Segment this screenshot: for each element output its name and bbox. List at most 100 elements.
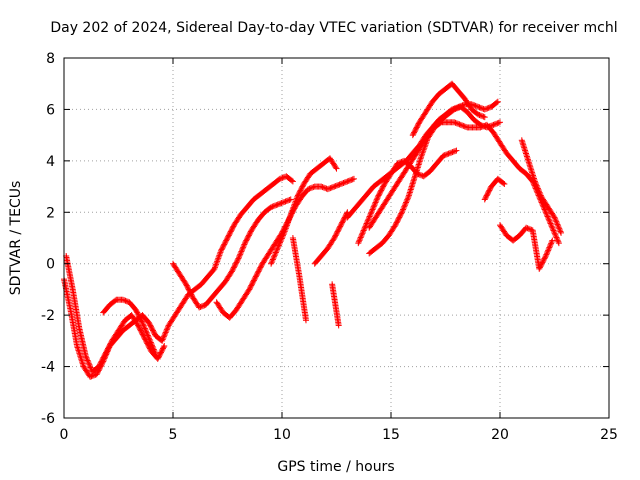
data-point bbox=[225, 232, 232, 239]
data-point bbox=[547, 241, 554, 248]
data-point bbox=[141, 325, 148, 332]
data-point bbox=[358, 231, 365, 238]
data-point bbox=[558, 229, 565, 236]
data-point bbox=[415, 171, 422, 178]
data-point bbox=[183, 281, 190, 288]
data-point bbox=[451, 119, 458, 126]
data-point bbox=[138, 317, 145, 324]
data-point bbox=[300, 182, 307, 189]
data-point bbox=[136, 314, 143, 321]
data-point bbox=[544, 248, 551, 255]
data-point bbox=[490, 121, 497, 128]
data-point bbox=[257, 264, 264, 271]
data-point bbox=[442, 151, 449, 158]
data-point bbox=[333, 165, 340, 172]
data-point bbox=[223, 236, 230, 243]
data-point bbox=[135, 312, 142, 319]
data-point bbox=[83, 356, 90, 363]
data-point bbox=[159, 345, 166, 352]
data-point bbox=[269, 257, 276, 264]
data-point bbox=[402, 200, 409, 207]
data-point bbox=[362, 223, 369, 230]
data-point bbox=[376, 191, 383, 198]
data-point bbox=[376, 190, 383, 196]
data-point bbox=[255, 268, 262, 275]
data-point bbox=[237, 251, 244, 258]
data-point bbox=[552, 231, 559, 238]
data-point bbox=[279, 234, 286, 241]
data-point bbox=[364, 217, 371, 224]
y-tick-label: -2 bbox=[41, 308, 55, 324]
data-point bbox=[557, 228, 564, 235]
data-point bbox=[477, 112, 484, 119]
data-point bbox=[378, 187, 385, 194]
data-point bbox=[334, 228, 341, 235]
data-point bbox=[536, 265, 543, 272]
data-point bbox=[229, 226, 236, 232]
data-point bbox=[355, 238, 362, 245]
data-point bbox=[220, 242, 227, 249]
data-point bbox=[146, 321, 153, 328]
data-point bbox=[160, 344, 167, 351]
data-point bbox=[455, 120, 462, 127]
data-point bbox=[277, 238, 284, 245]
data-point bbox=[360, 228, 367, 235]
data-point bbox=[160, 335, 167, 342]
data-point bbox=[227, 229, 234, 236]
data-point bbox=[219, 245, 226, 252]
data-point bbox=[249, 280, 256, 286]
data-point bbox=[553, 234, 560, 241]
data-point bbox=[475, 111, 482, 118]
data-point bbox=[331, 233, 338, 240]
data-point bbox=[147, 323, 154, 330]
data-point bbox=[222, 238, 229, 245]
data-point bbox=[332, 232, 339, 239]
data-point bbox=[288, 177, 295, 184]
data-point bbox=[336, 224, 343, 231]
data-point bbox=[268, 204, 275, 211]
data-point bbox=[542, 207, 549, 214]
data-point bbox=[134, 310, 141, 317]
x-tick-label: 5 bbox=[169, 427, 178, 443]
data-point bbox=[279, 199, 286, 206]
data-point bbox=[493, 120, 500, 127]
data-point bbox=[449, 149, 456, 156]
data-points bbox=[61, 80, 565, 380]
data-point bbox=[555, 238, 562, 245]
data-point bbox=[395, 159, 402, 166]
data-point bbox=[302, 317, 309, 324]
data-point bbox=[281, 199, 288, 205]
data-point bbox=[335, 322, 342, 329]
data-point bbox=[322, 185, 329, 192]
data-point bbox=[228, 227, 235, 234]
data-point bbox=[524, 225, 531, 232]
data-point bbox=[256, 267, 263, 274]
data-point bbox=[184, 283, 191, 290]
data-point bbox=[144, 332, 151, 339]
data-point bbox=[533, 182, 540, 189]
data-point bbox=[274, 246, 281, 253]
data-point bbox=[148, 325, 155, 331]
data-point bbox=[401, 202, 408, 209]
data-point bbox=[268, 259, 275, 266]
data-point bbox=[100, 354, 107, 361]
data-point bbox=[88, 373, 95, 380]
data-point bbox=[307, 185, 314, 192]
data-point bbox=[289, 178, 296, 185]
data-point bbox=[233, 259, 240, 266]
data-point bbox=[137, 316, 144, 322]
data-point bbox=[138, 328, 145, 335]
data-point bbox=[150, 328, 157, 335]
data-point bbox=[230, 264, 237, 271]
data-point bbox=[370, 203, 377, 210]
data-point bbox=[135, 322, 142, 329]
data-point bbox=[551, 230, 558, 237]
data-point bbox=[147, 338, 154, 345]
data-point bbox=[287, 196, 294, 203]
data-point bbox=[340, 217, 347, 223]
data-point bbox=[341, 179, 348, 186]
data-point bbox=[545, 216, 552, 223]
data-point bbox=[332, 183, 339, 190]
data-point bbox=[403, 199, 410, 206]
